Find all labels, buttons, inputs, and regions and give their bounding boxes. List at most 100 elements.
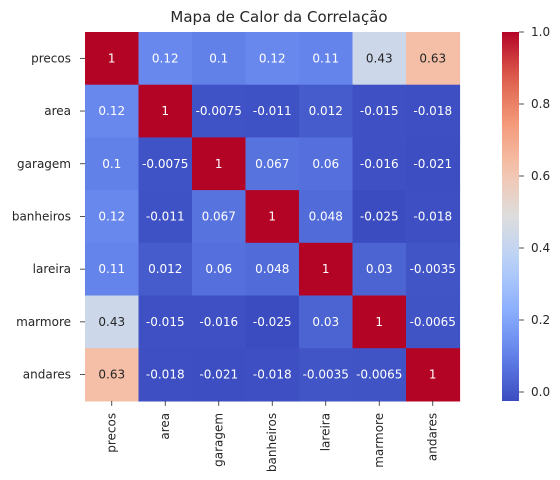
cell-value-label: 0.12: [152, 51, 179, 65]
cell-value-label: -0.018: [413, 209, 452, 223]
x-tick-label: area: [158, 413, 172, 440]
heatmap-cell: [245, 295, 300, 349]
heatmap-cell: [192, 137, 247, 191]
cell-value-label: 0.067: [255, 157, 289, 171]
cell-value-label: 0.067: [202, 209, 236, 223]
cell-value-label: -0.018: [413, 104, 452, 118]
colorbar-tick-label: 0.6: [531, 169, 550, 183]
cell-value-label: -0.015: [360, 104, 399, 118]
chart-title: Mapa de Calor da Correlação: [170, 8, 387, 26]
cell-value-label: 0.1: [102, 157, 121, 171]
heatmap-cell: [192, 348, 247, 402]
x-tick-label: garagem: [212, 413, 226, 467]
y-tick-labels: precos area garagem banheiros lareira marmore…: [12, 51, 85, 382]
cell-value-label: 0.12: [98, 104, 125, 118]
cell-value-label: -0.011: [253, 104, 292, 118]
cell-value-label: 1: [429, 368, 437, 382]
y-tick-label: lareira: [33, 262, 71, 276]
heatmap-cell: [352, 348, 407, 402]
heatmap-cell: [245, 137, 300, 191]
heatmap-cell: [299, 32, 354, 86]
cell-value-label: 0.1: [209, 51, 228, 65]
cell-value-label: -0.025: [360, 209, 399, 223]
cell-value-label: 0.43: [366, 51, 393, 65]
cell-value-label: -0.018: [146, 368, 185, 382]
colorbar-tick-label: 0.4: [531, 241, 550, 255]
heatmap-cell: [352, 137, 407, 191]
cell-value-label: -0.0065: [410, 315, 456, 329]
heatmap-cell: [245, 348, 300, 402]
cell-value-label: -0.016: [360, 157, 399, 171]
cell-value-label: 0.12: [259, 51, 286, 65]
colorbar-tick-label: 0.0: [531, 385, 550, 399]
heatmap-cell: [406, 32, 461, 86]
cell-value-label: 0.03: [312, 315, 339, 329]
cell-value-label: 0.11: [98, 262, 125, 276]
cell-value-label: 1: [268, 209, 276, 223]
heatmap-cell: [352, 190, 407, 244]
heatmap-cell: [352, 242, 407, 297]
y-tick-label: area: [44, 104, 71, 118]
heatmap-cell: [245, 84, 300, 138]
cell-value-label: -0.0035: [303, 368, 349, 382]
y-tick-label: precos: [31, 51, 71, 65]
cell-value-label: 1: [108, 51, 116, 65]
colorbar: 0.0 0.2 0.4 0.6 0.8 1.0: [502, 25, 550, 401]
heatmap-cell: [299, 242, 354, 297]
heatmap-cell: [299, 84, 354, 138]
heatmap-cell: [406, 137, 461, 191]
cell-value-label: -0.018: [253, 368, 292, 382]
cell-value-label: 0.03: [366, 262, 393, 276]
heatmap-cell: [299, 295, 354, 349]
x-tick-label: andares: [426, 413, 440, 461]
heatmap-cell: [299, 137, 354, 191]
colorbar-tick-label: 1.0: [531, 25, 550, 39]
cell-value-label: 1: [322, 262, 330, 276]
cell-value-label: -0.011: [146, 209, 185, 223]
cell-value-label: -0.0075: [142, 157, 188, 171]
cell-value-label: 0.06: [205, 262, 232, 276]
heatmap-cell: [138, 137, 193, 191]
heatmap-cell: [85, 295, 140, 349]
heatmap-cell: [138, 84, 193, 138]
cell-value-label: 0.012: [309, 104, 343, 118]
colorbar-gradient: [502, 32, 519, 401]
cell-value-label: 1: [215, 157, 223, 171]
heatmap-cell: [406, 242, 461, 297]
y-tick-label: andares: [23, 368, 71, 382]
cell-value-label: 0.048: [255, 262, 289, 276]
heatmap-cell: [85, 190, 140, 244]
x-tick-labels: precos area garagem banheiros lareira marmore…: [105, 400, 440, 472]
y-tick-label: garagem: [17, 157, 71, 171]
heatmap-cell: [245, 190, 300, 244]
heatmap-cells: 1 0.12 0.1 0.12 0.11 0.43 0.630.12 1 -0.0075 -0.0…: [85, 32, 461, 402]
cell-value-label: -0.025: [253, 315, 292, 329]
cell-value-label: -0.016: [199, 315, 238, 329]
heatmap-cell: [406, 190, 461, 244]
heatmap-cell: [85, 242, 140, 297]
cell-value-label: 0.012: [148, 262, 182, 276]
heatmap-cell: [85, 348, 140, 402]
heatmap-cell: [85, 137, 140, 191]
cell-value-label: -0.021: [199, 368, 238, 382]
y-tick-label: banheiros: [12, 209, 71, 223]
x-tick-label: marmore: [372, 413, 386, 468]
heatmap-cell: [352, 84, 407, 138]
colorbar-tick-label: 0.2: [531, 313, 550, 327]
heatmap-cell: [138, 348, 193, 402]
cell-value-label: 0.11: [312, 51, 339, 65]
heatmap-cell: [406, 348, 461, 402]
cell-value-label: 1: [375, 315, 383, 329]
cell-value-label: 0.63: [98, 368, 125, 382]
x-tick-label: lareira: [319, 413, 333, 451]
cell-value-label: 0.06: [312, 157, 339, 171]
x-tick-label: banheiros: [265, 413, 279, 472]
heatmap-cell: [192, 32, 247, 86]
heatmap-cell: [85, 32, 140, 86]
heatmap-cell: [138, 190, 193, 244]
heatmap-cell: [245, 242, 300, 297]
cell-value-label: 0.43: [98, 315, 125, 329]
heatmap-cell: [138, 242, 193, 297]
heatmap-cell: [138, 295, 193, 349]
